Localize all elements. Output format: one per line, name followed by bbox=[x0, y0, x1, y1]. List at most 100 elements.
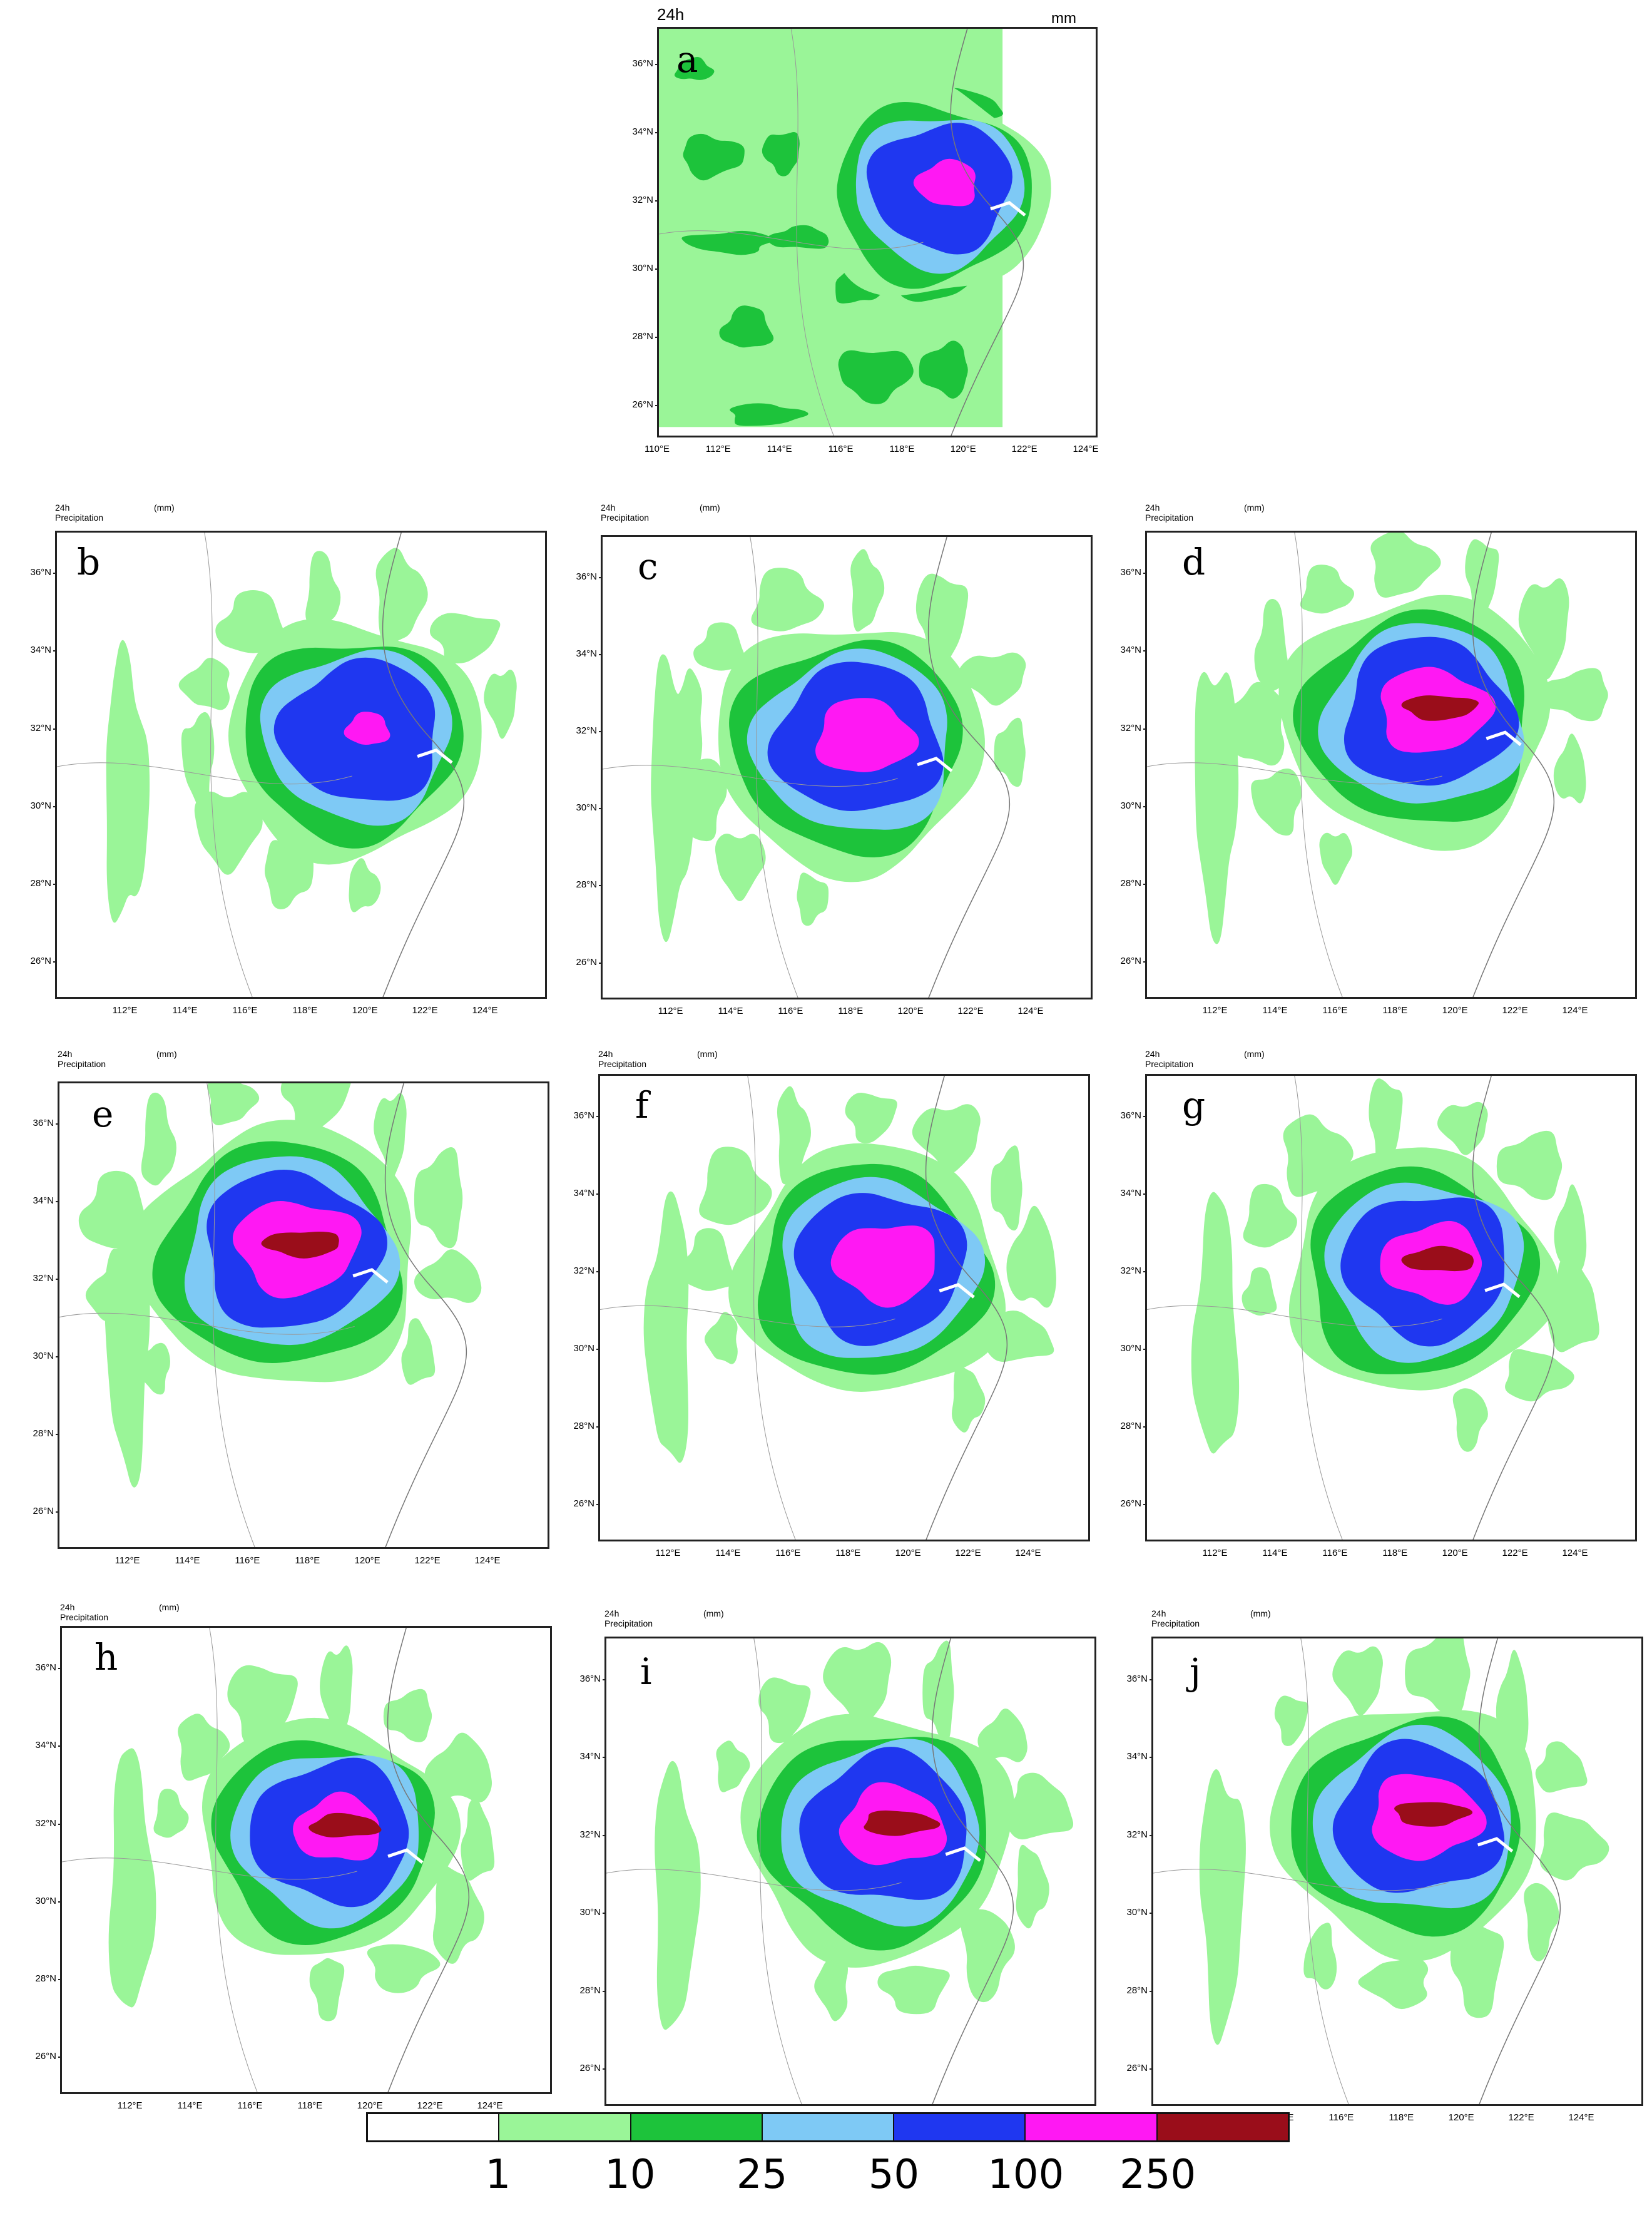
axis-tick bbox=[599, 731, 603, 733]
longitude-label: 122°E bbox=[414, 1555, 441, 1566]
moderate-rain-patch bbox=[681, 230, 772, 255]
colorbar-segment bbox=[1157, 2114, 1288, 2140]
panel-letter: b bbox=[77, 541, 101, 583]
outer-rain-band bbox=[461, 1798, 495, 1881]
river-estuary bbox=[1486, 730, 1522, 747]
longitude-label: 122°E bbox=[957, 1006, 984, 1016]
extreme-rainstorm-area bbox=[1401, 695, 1479, 721]
longitude-label: 124°E bbox=[1562, 1005, 1588, 1016]
longitude-label: 122°E bbox=[417, 2100, 443, 2111]
longitude-label: 122°E bbox=[955, 1548, 981, 1558]
outer-rain-band bbox=[349, 858, 381, 912]
colorbar-label: 1 bbox=[485, 2152, 511, 2198]
axis-tick bbox=[603, 2068, 606, 2070]
longitude-label: 114°E bbox=[715, 1548, 741, 1558]
axis-tick bbox=[1143, 1193, 1147, 1195]
map-frame: f bbox=[598, 1074, 1090, 1541]
longitude-label: 118°E bbox=[295, 1555, 320, 1566]
map-frame: j bbox=[1151, 1637, 1643, 2106]
outer-rain-band bbox=[429, 613, 501, 664]
axis-tick bbox=[603, 1990, 606, 1992]
latitude-label: 26°N bbox=[35, 2051, 56, 2062]
outer-rain-band bbox=[1251, 768, 1302, 836]
longitude-label: 124°E bbox=[474, 1555, 501, 1566]
latitude-label: 28°N bbox=[632, 330, 653, 342]
map-frame: h bbox=[60, 1626, 552, 2094]
panel-title: 24h Precipitation bbox=[1145, 1049, 1194, 1069]
longitude-label: 120°E bbox=[1442, 1005, 1468, 1016]
outer-rain-band bbox=[1003, 1772, 1074, 1840]
outer-rain-band bbox=[1539, 1812, 1609, 1881]
outer-rain-band bbox=[106, 640, 150, 923]
latitude-label: 28°N bbox=[33, 1428, 54, 1439]
latitude-label: 36°N bbox=[573, 1110, 594, 1122]
panel-title: 24h Precipitation bbox=[1151, 1608, 1200, 1628]
axis-tick bbox=[596, 1193, 600, 1195]
colorbar-label: 100 bbox=[987, 2152, 1064, 2198]
extreme-rainstorm-area bbox=[308, 1812, 382, 1837]
panel-letter: j bbox=[1190, 1650, 1201, 1693]
axis-tick bbox=[603, 1757, 606, 1758]
coastline bbox=[384, 1083, 467, 1547]
axis-tick bbox=[58, 1745, 62, 1747]
longitude-label: 124°E bbox=[1073, 444, 1099, 454]
latitude-label: 26°N bbox=[573, 1498, 594, 1510]
extreme-rainstorm-area bbox=[1401, 1245, 1474, 1272]
latitude-label: 32°N bbox=[30, 722, 51, 733]
river-estuary bbox=[945, 1846, 981, 1862]
outer-rain-band bbox=[699, 1147, 772, 1225]
longitude-label: 114°E bbox=[1262, 1548, 1288, 1558]
latitude-label: 34°N bbox=[1120, 1188, 1141, 1199]
longitude-label: 114°E bbox=[718, 1006, 743, 1016]
latitude-label: 26°N bbox=[1126, 2063, 1148, 2073]
coastline bbox=[931, 1638, 1014, 2104]
outer-rain-band bbox=[375, 548, 428, 646]
latitude-label: 26°N bbox=[33, 1506, 54, 1517]
axis-tick bbox=[655, 131, 659, 133]
axis-tick bbox=[603, 1834, 606, 1836]
extreme-rainstorm-area bbox=[1394, 1802, 1473, 1827]
panel-letter: f bbox=[635, 1084, 649, 1127]
axis-tick bbox=[53, 650, 57, 652]
outer-rain-band bbox=[850, 549, 885, 632]
precipitation-map bbox=[1153, 1638, 1609, 2104]
longitude-label: 120°E bbox=[1448, 2112, 1474, 2123]
latitude-label: 28°N bbox=[30, 877, 51, 889]
precipitation-map bbox=[606, 1638, 1074, 2104]
latitude-label: 32°N bbox=[1120, 1265, 1141, 1277]
outer-rain-band bbox=[141, 1092, 176, 1186]
latitude-label: 36°N bbox=[1120, 1110, 1141, 1122]
colorbar-segment bbox=[762, 2114, 895, 2140]
map-frame: c bbox=[601, 535, 1093, 999]
province-boundary bbox=[62, 1857, 357, 1880]
moderate-rain-patch bbox=[919, 340, 968, 399]
precipitation-map bbox=[62, 1628, 495, 2092]
outer-rain-band bbox=[1547, 1255, 1599, 1352]
longitude-label: 116°E bbox=[232, 1005, 258, 1016]
panel-unit: (mm) bbox=[154, 503, 175, 513]
axis-tick bbox=[596, 1271, 600, 1273]
latitude-label: 36°N bbox=[1126, 1673, 1148, 1684]
latitude-label: 32°N bbox=[576, 725, 597, 737]
longitude-label: 118°E bbox=[1382, 1005, 1408, 1016]
axis-tick bbox=[599, 576, 603, 578]
longitude-label: 114°E bbox=[175, 1555, 200, 1566]
longitude-label: 118°E bbox=[1389, 2112, 1414, 2123]
latitude-label: 28°N bbox=[576, 879, 597, 891]
river-estuary bbox=[387, 1848, 424, 1864]
axis-tick bbox=[1143, 883, 1147, 885]
outer-rain-band bbox=[320, 1645, 353, 1747]
axis-tick bbox=[599, 653, 603, 655]
outer-rain-band bbox=[1319, 832, 1352, 885]
latitude-label: 28°N bbox=[1120, 1421, 1141, 1432]
outer-rain-band bbox=[758, 1677, 811, 1744]
moderate-rain-patch bbox=[838, 350, 914, 404]
axis-tick bbox=[1143, 1271, 1147, 1273]
outer-rain-band bbox=[414, 1249, 482, 1303]
province-boundary bbox=[1153, 1869, 1449, 1891]
outer-rain-band bbox=[1243, 1183, 1297, 1248]
colorbar-label: 250 bbox=[1119, 2152, 1196, 2198]
longitude-label: 124°E bbox=[1562, 1548, 1588, 1558]
outer-rain-band bbox=[383, 1689, 432, 1742]
outer-rain-band bbox=[367, 1944, 441, 1993]
